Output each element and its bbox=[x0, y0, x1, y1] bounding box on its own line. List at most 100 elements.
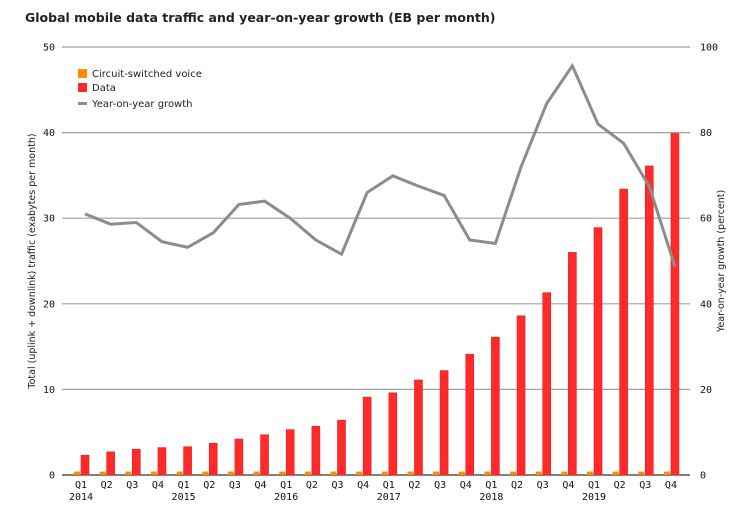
y-tick-label-right: 80 bbox=[700, 128, 712, 139]
chart-title: Global mobile data traffic and year-on-y… bbox=[25, 10, 495, 25]
x-tick-label: Q4 bbox=[460, 480, 472, 491]
legend-swatch-growth bbox=[78, 102, 87, 105]
x-year-label: 2017 bbox=[377, 492, 401, 503]
bar-voice bbox=[381, 471, 388, 475]
bar-voice bbox=[253, 471, 260, 475]
x-year-label: 2019 bbox=[582, 492, 606, 503]
bar-voice bbox=[99, 471, 106, 475]
bar-data bbox=[414, 379, 423, 476]
x-year-label: 2014 bbox=[69, 492, 93, 503]
bar-data bbox=[311, 425, 321, 476]
bar-voice bbox=[74, 471, 80, 475]
legend-label-data: Data bbox=[92, 83, 116, 94]
y-axis-label-right: Year-on-year growth (percent) bbox=[716, 190, 727, 333]
y-tick-label-right: 0 bbox=[700, 471, 706, 482]
bar-data bbox=[593, 227, 603, 476]
x-tick-label: Q4 bbox=[357, 480, 369, 491]
bar-data bbox=[183, 446, 192, 476]
x-tick-label: Q4 bbox=[152, 480, 164, 491]
bar-voice bbox=[510, 471, 517, 475]
bar-data bbox=[516, 315, 526, 476]
bar-data bbox=[568, 252, 577, 476]
x-tick-label: Q3 bbox=[331, 480, 343, 491]
y-tick-label-left: 40 bbox=[43, 128, 55, 139]
growth-line-group bbox=[84, 62, 677, 268]
bar-data bbox=[439, 370, 449, 476]
bar-data bbox=[132, 449, 141, 476]
x-axis-ticks: Q1 Q2 Q3 Q4 Q1 Q2 Q3 Q4 Q1 Q2 Q3 Q4 Q1 Q2 Q3 Q4 Q1 Q2 Q3 Q4… bbox=[69, 480, 677, 503]
bar-data bbox=[337, 419, 346, 476]
x-year-label: 2018 bbox=[479, 492, 503, 503]
bar-data bbox=[491, 336, 500, 476]
x-tick-label: Q1 bbox=[280, 480, 292, 491]
y-tick-label-right: 20 bbox=[700, 385, 712, 396]
bar-data bbox=[157, 447, 167, 476]
bar-voice bbox=[407, 471, 414, 475]
x-tick-label: Q2 bbox=[203, 480, 215, 491]
bar-data bbox=[644, 165, 654, 476]
bar-voice bbox=[587, 471, 593, 475]
bar-voice bbox=[202, 471, 209, 475]
bar-voice bbox=[535, 471, 542, 475]
legend-label-growth: Year-on-year growth bbox=[91, 99, 193, 110]
x-tick-label: Q4 bbox=[255, 480, 267, 491]
bar-voice bbox=[458, 471, 465, 475]
legend-swatch-data bbox=[78, 83, 87, 92]
bar-voice bbox=[433, 471, 440, 475]
y-axis-right-ticks: 0 20 40 60 80 100 bbox=[700, 43, 718, 482]
bar-voice bbox=[125, 471, 132, 475]
bar-voice bbox=[561, 471, 568, 475]
x-tick-label: Q3 bbox=[434, 480, 446, 491]
bars bbox=[74, 133, 680, 476]
bar-data bbox=[106, 451, 115, 476]
bar-voice bbox=[484, 471, 491, 475]
growth-line bbox=[84, 62, 677, 268]
x-tick-label: Q2 bbox=[511, 480, 523, 491]
y-tick-label-left: 10 bbox=[43, 385, 55, 396]
bar-data bbox=[362, 396, 372, 476]
bar-voice bbox=[612, 471, 619, 475]
bar-data bbox=[619, 188, 628, 476]
bar-data bbox=[388, 392, 398, 476]
legend-label-voice: Circuit-switched voice bbox=[92, 69, 202, 80]
x-tick-label: Q1 bbox=[383, 480, 395, 491]
x-tick-label: Q4 bbox=[665, 480, 677, 491]
y-tick-label-left: 0 bbox=[49, 471, 55, 482]
x-tick-label: Q1 bbox=[178, 480, 190, 491]
y-tick-label-right: 100 bbox=[700, 43, 718, 54]
x-tick-label: Q2 bbox=[306, 480, 318, 491]
bar-voice bbox=[150, 471, 157, 475]
x-tick-label: Q1 bbox=[75, 480, 87, 491]
y-tick-label-left: 20 bbox=[43, 299, 55, 310]
x-tick-label: Q2 bbox=[614, 480, 626, 491]
bar-data bbox=[260, 434, 269, 476]
bar-data bbox=[285, 429, 295, 476]
x-year-label: 2016 bbox=[274, 492, 298, 503]
y-tick-label-right: 40 bbox=[700, 299, 712, 310]
y-axis-label-left: Total (uplink + downlink) traffic (exaby… bbox=[27, 133, 38, 389]
bar-data bbox=[670, 133, 680, 476]
y-tick-label-left: 50 bbox=[43, 43, 55, 54]
x-tick-label: Q1 bbox=[485, 480, 497, 491]
x-year-label: 2015 bbox=[172, 492, 196, 503]
bar-voice bbox=[304, 471, 311, 475]
legend: Circuit-switched voice Data Year-on-year… bbox=[78, 69, 202, 110]
bar-voice bbox=[176, 471, 183, 475]
bar-voice bbox=[356, 471, 363, 475]
y-tick-label-right: 60 bbox=[700, 214, 712, 225]
x-tick-label: Q2 bbox=[408, 480, 420, 491]
bar-data bbox=[542, 292, 552, 476]
x-tick-label: Q1 bbox=[588, 480, 600, 491]
x-tick-label: Q2 bbox=[101, 480, 113, 491]
y-axis-left-ticks: 0 10 20 30 40 50 bbox=[43, 43, 55, 482]
legend-swatch-voice bbox=[78, 69, 87, 78]
bar-data bbox=[234, 438, 244, 476]
x-tick-label: Q3 bbox=[229, 480, 241, 491]
bar-voice bbox=[330, 471, 337, 475]
x-tick-label: Q3 bbox=[126, 480, 138, 491]
x-tick-label: Q3 bbox=[537, 480, 549, 491]
gridlines bbox=[62, 46, 690, 476]
bar-data bbox=[465, 354, 475, 476]
bar-voice bbox=[638, 471, 645, 475]
